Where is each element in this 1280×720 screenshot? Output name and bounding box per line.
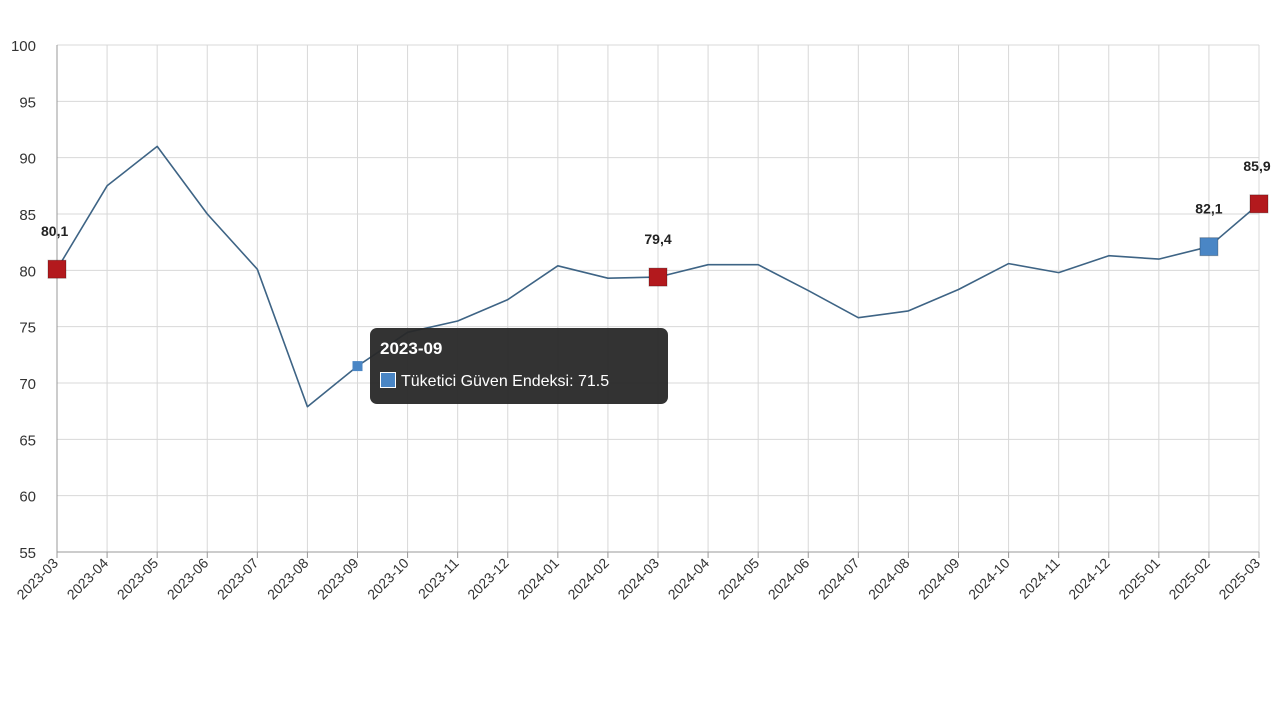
markers-layer [47, 194, 1269, 372]
x-tick-label: 2024-09 [915, 555, 963, 603]
x-tick-label: 2023-05 [114, 555, 162, 603]
y-tick-label: 55 [19, 545, 36, 562]
y-tick-label: 80 [19, 263, 36, 280]
y-tick-label: 60 [19, 489, 36, 506]
x-tick-labels: 2023-03 2023-04 2023-05 2023-06 2023-07 2023-… [13, 555, 1263, 603]
x-tick-label: 2024-11 [1016, 555, 1063, 602]
highlight-point-marker [47, 259, 67, 279]
axes [56, 45, 1260, 558]
y-tick-label: 70 [19, 376, 36, 393]
x-tick-label: 2024-06 [765, 555, 813, 603]
y-tick-labels: 55 60 65 70 75 80 85 90 95 100 [11, 38, 36, 562]
x-tick-label: 2023-10 [364, 555, 412, 603]
tooltip-series-row: Tüketici Güven Endeksi: 71.5 [380, 372, 658, 391]
x-tick-label: 2024-10 [965, 555, 1013, 603]
x-tick-label: 2023-11 [415, 555, 462, 602]
x-tick-label: 2023-07 [214, 555, 262, 603]
x-tick-label: 2023-08 [264, 555, 312, 603]
x-tick-label: 2024-03 [614, 555, 662, 603]
x-tick-label: 2023-09 [314, 555, 362, 603]
data-label: 85,9 [1243, 158, 1270, 174]
x-tick-label: 2025-01 [1115, 555, 1163, 603]
y-tick-label: 85 [19, 207, 36, 224]
tooltip-series-label: Tüketici Güven Endeksi: 71.5 [401, 373, 610, 390]
y-tick-label: 90 [19, 151, 36, 168]
x-tick-label: 2023-12 [464, 555, 512, 603]
x-tick-label: 2024-04 [665, 555, 713, 603]
data-label: 82,1 [1195, 201, 1222, 217]
tooltip-title: 2023-09 [380, 339, 443, 358]
tooltip-series-swatch [380, 372, 396, 388]
x-tick-label: 2024-07 [815, 555, 863, 603]
data-labels: 80,1 79,4 82,1 85,9 [41, 158, 1271, 247]
x-tick-label: 2024-12 [1065, 555, 1113, 603]
highlight-point-marker [648, 267, 668, 287]
hover-point-marker [352, 361, 363, 372]
y-tick-label: 65 [19, 432, 36, 449]
highlight-point-marker [1249, 194, 1269, 214]
x-tick-label: 2025-03 [1215, 555, 1263, 603]
y-tick-label: 75 [19, 320, 36, 337]
chart-tooltip: 2023-09 Tüketici Güven Endeksi: 71.5 [370, 328, 668, 404]
x-tick-label: 2024-05 [715, 555, 763, 603]
x-tick-label: 2024-01 [514, 555, 562, 603]
x-tick-label: 2024-08 [865, 555, 913, 603]
x-tick-label: 2025-02 [1165, 555, 1213, 603]
x-tick-label: 2024-02 [564, 555, 612, 603]
data-label: 79,4 [644, 231, 671, 247]
x-tick-label: 2023-04 [64, 555, 112, 603]
x-tick-label: 2023-06 [164, 555, 212, 603]
data-label: 80,1 [41, 223, 68, 239]
y-tick-label: 95 [19, 94, 36, 111]
grid-lines [56, 44, 1260, 553]
y-tick-label: 100 [11, 38, 36, 55]
highlight-point-marker [1199, 237, 1219, 257]
